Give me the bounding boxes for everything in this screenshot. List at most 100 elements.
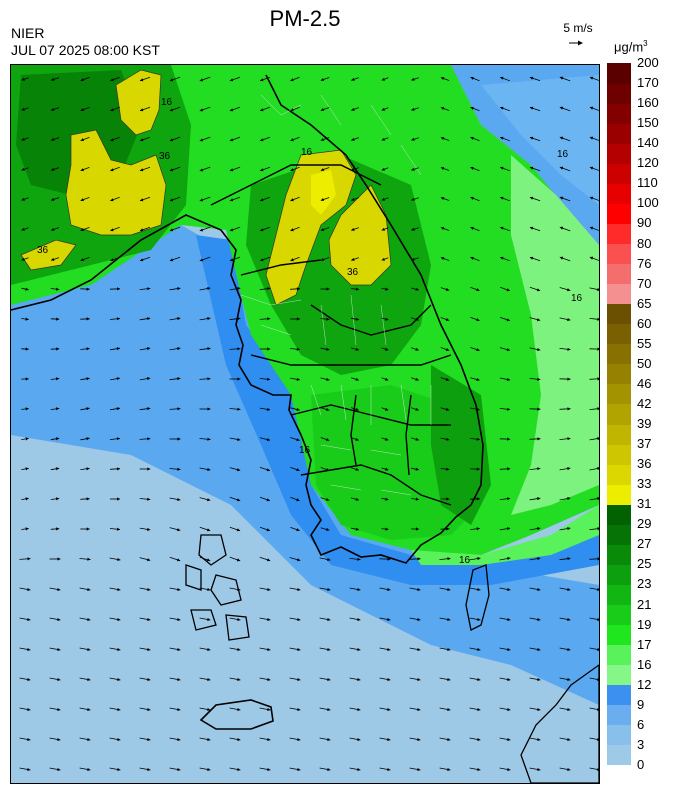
- wind-arrowhead-icon: [385, 527, 389, 531]
- wind-arrowhead-icon: [237, 587, 241, 591]
- wind-arrowhead-icon: [229, 168, 234, 172]
- wind-arrowhead-icon: [447, 737, 451, 741]
- wind-arrowhead-icon: [477, 767, 481, 771]
- wind-arrowhead-icon: [110, 108, 114, 112]
- wind-arrowhead-icon: [385, 497, 389, 501]
- wind-arrowhead-icon: [177, 587, 181, 591]
- wind-arrowhead-icon: [500, 226, 504, 230]
- legend-tick-label: 39: [637, 416, 652, 432]
- wind-arrowhead-icon: [417, 617, 421, 621]
- wind-arrowhead-icon: [597, 707, 599, 711]
- wind-arrowhead-icon: [237, 407, 241, 411]
- wind-arrowhead-icon: [385, 347, 389, 351]
- wind-arrowhead-icon: [147, 497, 151, 501]
- wind-arrowhead-icon: [25, 287, 29, 291]
- wind-arrowhead-icon: [177, 347, 181, 351]
- wind-arrowhead-icon: [567, 527, 571, 531]
- wind-arrowhead-icon: [447, 647, 451, 651]
- wind-arrowhead-icon: [320, 258, 325, 261]
- island-japan-kyushu: [520, 664, 599, 783]
- wind-arrowhead-icon: [589, 76, 594, 80]
- wind-arrowhead-icon: [116, 437, 120, 441]
- legend-swatch: [607, 183, 631, 204]
- wind-arrowhead-icon: [199, 168, 204, 172]
- wind-arrowhead-icon: [207, 647, 211, 651]
- wind-arrowhead-icon: [110, 198, 114, 202]
- contour-label: 16: [299, 445, 311, 456]
- wind-arrowhead-icon: [447, 587, 451, 591]
- wind-arrowhead-icon: [445, 348, 450, 351]
- wind-arrowhead-icon: [597, 497, 599, 501]
- wind-arrowhead-icon: [267, 647, 271, 651]
- wind-arrowhead-icon: [147, 467, 151, 471]
- wind-arrowhead-icon: [177, 647, 181, 651]
- wind-arrowhead-icon: [57, 767, 61, 771]
- wind-arrowhead-icon: [567, 497, 571, 501]
- wind-arrowhead-icon: [207, 498, 211, 502]
- wind-arrowhead-icon: [297, 558, 301, 562]
- wind-arrowhead-icon: [567, 347, 571, 351]
- wind-arrowhead-icon: [56, 377, 60, 381]
- wind-arrowhead-icon: [229, 198, 234, 202]
- wind-arrowhead-icon: [326, 527, 330, 531]
- wind-arrowhead-icon: [327, 677, 331, 681]
- wind-arrowhead-icon: [140, 258, 144, 262]
- wind-arrowhead-icon: [260, 138, 264, 142]
- wind-arrowhead-icon: [207, 677, 211, 681]
- wind-arrowhead-icon: [537, 347, 541, 351]
- wind-arrowhead-icon: [27, 677, 31, 681]
- wind-arrowhead-icon: [537, 767, 541, 771]
- wind-arrowhead-icon: [476, 467, 480, 471]
- wind-arrowhead-icon: [25, 497, 29, 501]
- wind-arrowhead-icon: [266, 407, 271, 411]
- wind-arrowhead-icon: [80, 198, 84, 202]
- wind-arrowhead-icon: [80, 228, 84, 232]
- wind-arrowhead-icon: [116, 347, 120, 351]
- wind-arrowhead-icon: [470, 166, 474, 170]
- wind-arrowhead-icon: [117, 677, 121, 681]
- wind-arrowhead-icon: [176, 558, 181, 562]
- wind-arrowhead-icon: [147, 347, 151, 351]
- legend-swatch: [607, 203, 631, 224]
- chart-title: PM-2.5: [269, 6, 341, 31]
- wind-arrowhead-icon: [56, 407, 60, 411]
- wind-arrowhead-icon: [445, 377, 450, 381]
- wind-arrowhead-icon: [86, 527, 90, 531]
- wind-arrowhead-icon: [237, 707, 241, 711]
- wind-arrowhead-icon: [327, 647, 331, 651]
- wind-arrowhead-icon: [25, 317, 29, 321]
- wind-arrowhead-icon: [477, 707, 481, 711]
- sea-northeast-light-area: [481, 75, 599, 205]
- wind-arrowhead-icon: [597, 287, 599, 292]
- wind-arrowhead-icon: [229, 258, 234, 262]
- wind-arrowhead-icon: [267, 707, 271, 711]
- wind-arrowhead-icon: [387, 737, 391, 741]
- wind-arrowhead-icon: [169, 168, 174, 172]
- wind-arrowhead-icon: [296, 498, 300, 502]
- wind-arrowhead-icon: [597, 317, 599, 321]
- wind-arrowhead-icon: [506, 318, 510, 322]
- wind-arrowhead-icon: [147, 317, 151, 321]
- wind-arrowhead-icon: [507, 437, 511, 441]
- wind-arrowhead-icon: [447, 677, 451, 681]
- wind-arrowhead-icon: [445, 407, 450, 411]
- wind-arrowhead-icon: [415, 377, 419, 381]
- wind-arrowhead-icon: [567, 407, 571, 411]
- wind-arrowhead-icon: [116, 317, 120, 321]
- wind-arrowhead-icon: [267, 617, 271, 621]
- legend-swatch: [607, 383, 631, 405]
- wind-arrowhead-icon: [260, 258, 264, 262]
- wind-arrowhead-icon: [297, 737, 301, 741]
- wind-arrowhead-icon: [357, 647, 361, 651]
- wind-arrowhead-icon: [506, 377, 511, 381]
- wind-arrowhead-icon: [507, 587, 511, 591]
- wind-arrowhead-icon: [500, 196, 504, 200]
- wind-arrowhead-icon: [567, 737, 571, 741]
- wind-arrowhead-icon: [25, 437, 29, 441]
- legend-tick-label: 170: [637, 75, 659, 91]
- wind-arrowhead-icon: [267, 767, 271, 771]
- legend-swatch: [607, 524, 631, 545]
- wind-arrowhead-icon: [597, 527, 599, 531]
- legend-tick-label: 76: [637, 255, 652, 271]
- wind-arrowhead-icon: [327, 767, 331, 771]
